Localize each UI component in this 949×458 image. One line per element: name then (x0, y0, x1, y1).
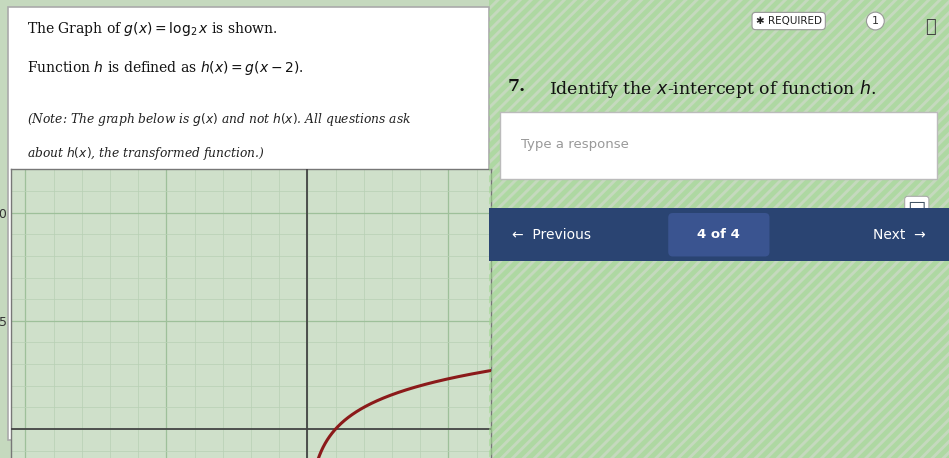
Text: Function $h$ is defined as $h(x) = g(x - 2)$.: Function $h$ is defined as $h(x) = g(x -… (27, 59, 304, 77)
Text: The Graph of $g(x) = \log_2 x$ is shown.: The Graph of $g(x) = \log_2 x$ is shown. (27, 20, 277, 38)
FancyBboxPatch shape (8, 7, 489, 440)
Text: Type a response: Type a response (521, 138, 629, 151)
FancyBboxPatch shape (500, 112, 938, 179)
Text: (Note: The graph below is $g(x)$ and not $h(x)$. All questions ask: (Note: The graph below is $g(x)$ and not… (27, 111, 411, 128)
Text: ✱ REQUIRED: ✱ REQUIRED (755, 16, 822, 26)
Text: Next  →: Next → (873, 228, 926, 242)
Text: about $h(x)$, the transformed function.): about $h(x)$, the transformed function.) (27, 145, 265, 163)
FancyBboxPatch shape (668, 213, 770, 256)
Text: Identify the $x$-intercept of function $h$.: Identify the $x$-intercept of function $… (549, 78, 876, 100)
Text: ⎕: ⎕ (925, 18, 936, 36)
Text: ←  Previous: ← Previous (512, 228, 590, 242)
Text: 7.: 7. (507, 78, 525, 95)
Text: 4 of 4: 4 of 4 (698, 228, 740, 241)
Text: □: □ (907, 199, 926, 218)
Text: 1: 1 (872, 16, 879, 26)
Bar (489, 208, 949, 261)
